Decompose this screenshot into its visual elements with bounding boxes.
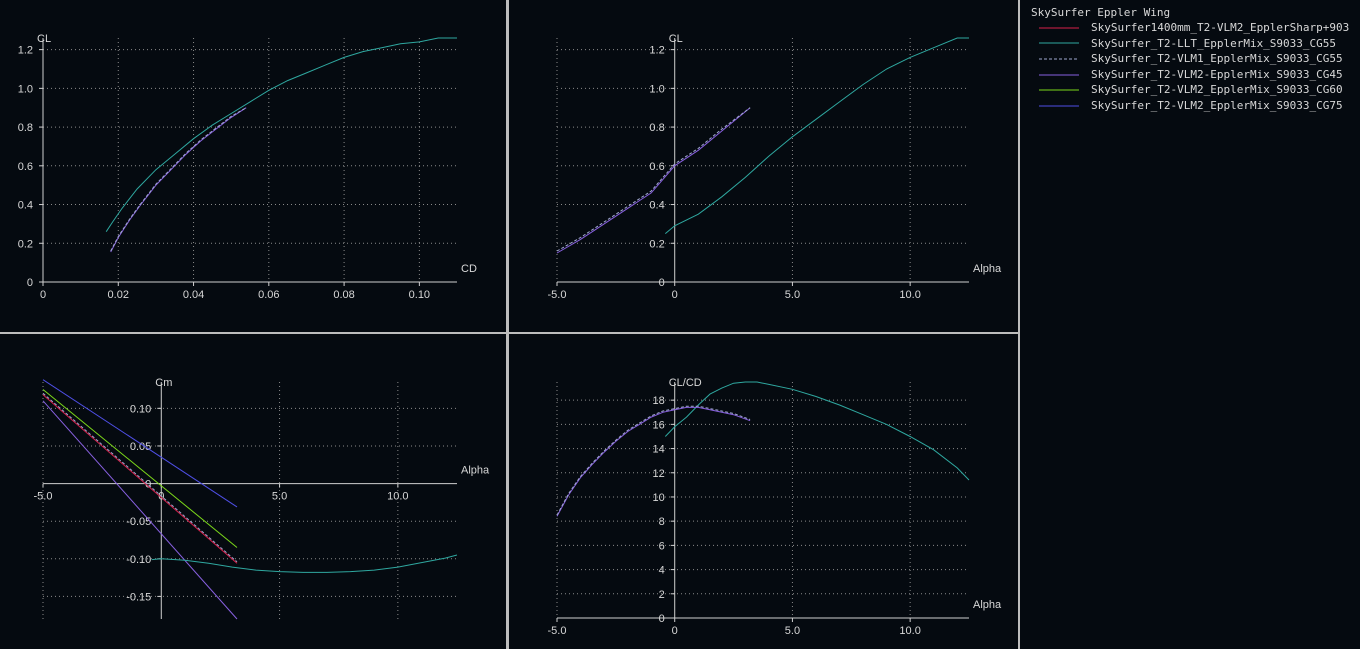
series-line — [42, 394, 238, 564]
y-axis-title: CL/CD — [669, 377, 702, 389]
legend-items: SkySurfer1400mm_T2-VLM2_EpplerSharp+903 S… — [1031, 20, 1360, 114]
y-tick-label: 0.6 — [18, 161, 33, 173]
legend-swatch — [1039, 39, 1079, 47]
y-tick-label: 12 — [652, 468, 664, 480]
series-line — [664, 37, 969, 234]
legend-swatch — [1039, 102, 1079, 110]
series-line — [556, 107, 751, 254]
legend-swatch — [1039, 55, 1079, 63]
x-tick-label: -5.0 — [34, 491, 53, 503]
x-tick-label: 5.0 — [272, 491, 287, 503]
x-tick-label: 10.0 — [899, 625, 920, 637]
legend-label: SkySurfer_T2-VLM2_EpplerMix_S9033_CG60 — [1091, 83, 1343, 97]
series-line — [42, 392, 238, 563]
legend-title: SkySurfer Eppler Wing — [1031, 6, 1171, 19]
y-tick-label: 1.0 — [18, 83, 33, 95]
x-tick-label: 0.04 — [183, 289, 204, 301]
x-axis-title: Alpha — [973, 263, 1002, 275]
y-tick-label: -0.10 — [126, 554, 151, 566]
series-line — [42, 400, 238, 620]
y-tick-label: 0.6 — [649, 161, 664, 173]
legend-item: SkySurfer_T2-VLM1_EpplerMix_S9033_CG55 — [1031, 51, 1360, 67]
legend: SkySurfer Eppler Wing SkySurfer1400mm_T2… — [1031, 6, 1360, 126]
legend-label: SkySurfer1400mm_T2-VLM2_EpplerSharp+903 — [1091, 21, 1350, 34]
x-tick-label: 0 — [40, 289, 46, 301]
legend-label: SkySurfer_T2-VLM1_EpplerMix_S9033_CG55 — [1091, 52, 1343, 66]
y-tick-label: 0.4 — [18, 200, 33, 212]
y-tick-label: 14 — [652, 444, 664, 456]
series-line — [556, 107, 751, 252]
y-tick-label: 0.4 — [649, 200, 664, 212]
legend-label: SkySurfer_T2-VLM2_EpplerMix_S9033_CG75 — [1091, 98, 1343, 112]
y-tick-label: 0.05 — [130, 441, 151, 453]
legend-swatch — [1039, 86, 1079, 94]
y-tick-label: 8 — [659, 516, 665, 528]
legend-swatch — [1039, 71, 1079, 79]
y-tick-label: 1.0 — [649, 83, 664, 95]
x-tick-label: 5.0 — [785, 625, 800, 637]
x-tick-label: 0.08 — [333, 289, 354, 301]
legend-item: SkySurfer_T2-VLM2_EpplerMix_S9033_CG75 — [1031, 98, 1360, 114]
x-tick-label: -5.0 — [548, 625, 567, 637]
y-tick-label: 0.8 — [18, 122, 33, 134]
series-line — [110, 107, 247, 252]
x-tick-label: 5.0 — [785, 289, 800, 301]
series-line — [556, 406, 751, 517]
legend-label: SkySurfer_T2-VLM2-EpplerMix_S9033_CG45 — [1091, 67, 1343, 81]
separator-horizontal-center — [0, 332, 1020, 334]
y-tick-label: 0 — [145, 479, 151, 491]
x-tick-label: 10.0 — [899, 289, 920, 301]
x-tick-label: 0.06 — [258, 289, 279, 301]
series-line — [664, 381, 970, 481]
y-tick-label: -0.05 — [126, 516, 151, 528]
legend-swatch — [1039, 24, 1079, 32]
y-tick-label: 0 — [27, 277, 33, 289]
series-line — [42, 379, 238, 508]
y-tick-label: 0.8 — [649, 122, 664, 134]
y-axis-title: CL — [37, 33, 51, 45]
legend-item: SkySurfer1400mm_T2-VLM2_EpplerSharp+903 — [1031, 20, 1360, 36]
legend-item: SkySurfer_T2-LLT_EpplerMix_S9033_CG55 — [1031, 36, 1360, 52]
y-tick-label: 0.2 — [18, 238, 33, 250]
y-tick-label: 0 — [659, 277, 665, 289]
y-tick-label: -0.15 — [126, 591, 151, 603]
series-line — [105, 37, 457, 232]
y-tick-label: 0 — [659, 613, 665, 625]
y-tick-label: 0.10 — [130, 403, 151, 415]
x-axis-title: Alpha — [461, 465, 490, 477]
y-tick-label: 16 — [652, 419, 664, 431]
y-tick-label: 6 — [659, 540, 665, 552]
x-tick-label: 0.02 — [108, 289, 129, 301]
y-axis-title: CL — [669, 33, 683, 45]
y-tick-label: 2 — [659, 589, 665, 601]
x-tick-label: 0.10 — [409, 289, 430, 301]
x-axis-title: Alpha — [973, 599, 1002, 611]
y-tick-label: 1.2 — [18, 45, 33, 57]
legend-item: SkySurfer_T2-VLM2-EpplerMix_S9033_CG45 — [1031, 67, 1360, 83]
y-tick-label: 1.2 — [649, 45, 664, 57]
y-tick-label: 0.2 — [649, 238, 664, 250]
separator-vertical-center — [506, 0, 509, 649]
chart-3: -5.0 0 5.0 10.0-0.15-0.10-0.0500.050.10CmAl… — [34, 377, 490, 620]
x-tick-label: -5.0 — [548, 289, 567, 301]
legend-item: SkySurfer_T2-VLM2_EpplerMix_S9033_CG60 — [1031, 82, 1360, 98]
x-tick-label: 0 — [672, 289, 678, 301]
chart-2: -5.0 0 5.0 10.0 0 0.2 0.4 0.6 0.8 1.0 1.2 CL Alpha — [548, 33, 1003, 301]
chart-1: 0 0.02 0.04 0.06 0.08 0.10 0 0.2 0.4 0.6 0.8 1.0 1.2… — [18, 33, 477, 301]
y-tick-label: 10 — [652, 492, 664, 504]
series-line — [42, 389, 238, 548]
y-tick-label: 4 — [659, 565, 665, 577]
y-tick-label: 18 — [652, 395, 664, 407]
legend-label: SkySurfer_T2-LLT_EpplerMix_S9033_CG55 — [1091, 36, 1337, 50]
series-line — [151, 554, 458, 573]
x-axis-title: CD — [461, 263, 477, 275]
separator-vertical-right — [1018, 0, 1020, 649]
series-line — [110, 107, 247, 253]
x-tick-label: 0 — [672, 625, 678, 637]
y-axis-title: Cm — [155, 377, 172, 389]
x-tick-label: 10.0 — [387, 491, 408, 503]
series-line — [556, 405, 751, 516]
chart-4: -5.0 0 5.0 10.0 0 2 4 6 8 10 12 14 16 18 CL/CD Alpha — [548, 377, 1003, 637]
